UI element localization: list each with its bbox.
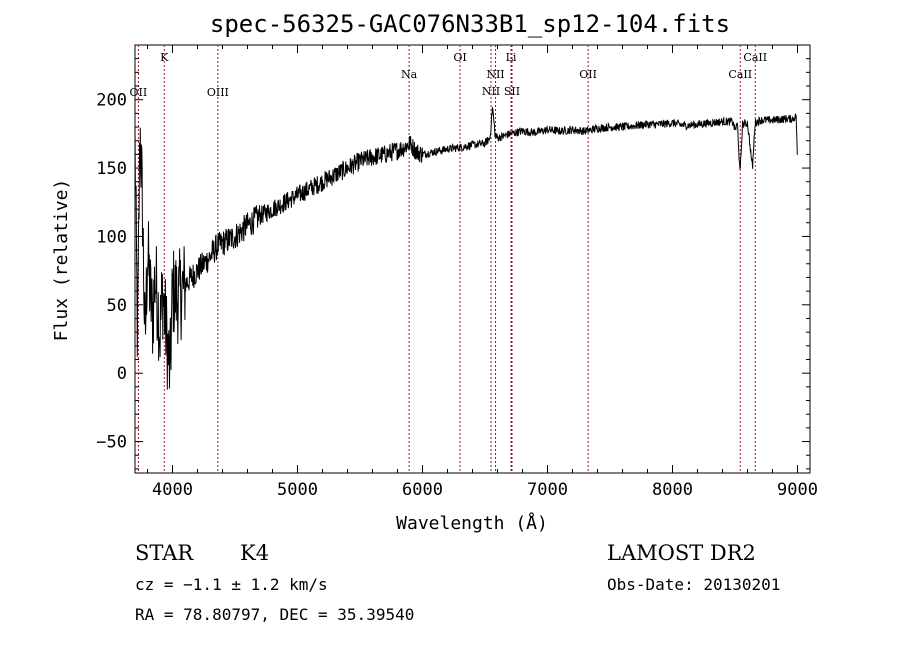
- x-tick-label: 9000: [777, 480, 818, 500]
- spectral-line-label: NII: [486, 68, 504, 81]
- coordinates: RA = 78.80797, DEC = 35.39540: [135, 605, 414, 624]
- y-tick-label: 0: [117, 364, 127, 384]
- spectral-line-label: Li: [506, 51, 517, 64]
- x-tick-label: 5000: [277, 480, 318, 500]
- x-tick-label: 4000: [152, 480, 193, 500]
- x-tick-label: 6000: [402, 480, 443, 500]
- y-tick-label: 100: [96, 227, 127, 247]
- spectral-line-label: OI: [453, 51, 466, 64]
- x-axis-ticks: 4000 5000 6000 7000 8000 9000: [147, 45, 818, 500]
- y-tick-label: −50: [96, 433, 127, 453]
- obs-date: Obs-Date: 20130201: [607, 575, 780, 594]
- flux-line: [134, 107, 798, 390]
- plot-frame: [134, 44, 811, 474]
- spectral-line-label: OII: [579, 68, 597, 81]
- redshift-text: cz = −1.1 ± 1.2 km/s: [135, 575, 328, 594]
- spectral-line-label: OII: [130, 86, 148, 99]
- y-axis-label: Flux (relative): [51, 179, 72, 342]
- x-tick-label: 8000: [652, 480, 693, 500]
- object-class: STAR: [135, 541, 194, 565]
- object-subclass: K4: [240, 541, 269, 565]
- flux-series: [134, 107, 798, 390]
- spectral-line-label: CaII: [728, 68, 752, 81]
- y-tick-label: 200: [96, 91, 127, 111]
- chart-title: spec-56325-GAC076N33B1_sp12-104.fits: [210, 10, 730, 38]
- y-tick-label: 150: [96, 159, 127, 179]
- spectral-line-label: NII: [482, 85, 500, 98]
- spectral-line-label: CaII: [743, 51, 767, 64]
- y-tick-label: 50: [107, 296, 127, 316]
- spectral-line-label: OIII: [207, 86, 229, 99]
- spectral-line-label: K: [160, 51, 169, 64]
- x-tick-label: 7000: [527, 480, 568, 500]
- spectral-line-label: Na: [401, 68, 418, 81]
- y-axis-ticks: −50 0 50 100 150 200: [96, 58, 810, 470]
- x-axis-label: Wavelength (Å): [396, 512, 548, 534]
- survey-name: LAMOST DR2: [607, 541, 756, 565]
- spectral-line-label: SII: [504, 85, 520, 98]
